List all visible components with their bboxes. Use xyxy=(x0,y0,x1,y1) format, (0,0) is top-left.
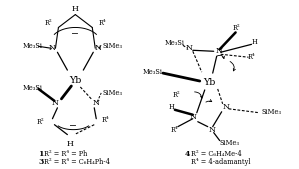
Text: SiMe₃: SiMe₃ xyxy=(220,139,240,147)
Text: H: H xyxy=(67,140,74,148)
Text: N: N xyxy=(95,44,102,52)
Text: H: H xyxy=(252,38,257,46)
Text: N: N xyxy=(208,126,215,134)
Text: 3: 3 xyxy=(39,158,44,166)
Text: −: − xyxy=(69,120,77,129)
Text: H: H xyxy=(72,5,79,13)
Text: R²: R² xyxy=(45,19,52,27)
Text: N: N xyxy=(185,44,192,52)
Text: −: − xyxy=(71,28,79,37)
Text: R²: R² xyxy=(37,118,44,126)
Text: H: H xyxy=(169,103,175,111)
Text: 4: 4 xyxy=(185,150,190,158)
Text: R²: R² xyxy=(233,25,240,32)
Text: N: N xyxy=(93,99,100,107)
Text: SiMe₃: SiMe₃ xyxy=(102,89,122,97)
Text: N: N xyxy=(215,47,222,55)
Text: Yb: Yb xyxy=(69,76,82,84)
Text: N: N xyxy=(223,103,230,111)
Text: R⁴: R⁴ xyxy=(98,19,106,27)
Text: Me₃Si: Me₃Si xyxy=(165,39,185,47)
Text: R²: R² xyxy=(173,91,181,99)
Text: Yb: Yb xyxy=(204,78,216,87)
Text: R⁴: R⁴ xyxy=(101,116,109,124)
Text: N: N xyxy=(189,113,196,121)
Text: Me₃Si: Me₃Si xyxy=(23,42,42,50)
Text: Me₃Si: Me₃Si xyxy=(23,84,42,92)
Text: R⁴: R⁴ xyxy=(248,53,255,61)
Text: N: N xyxy=(49,44,56,52)
Text: SiMe₃: SiMe₃ xyxy=(262,108,281,116)
Text: R² = C₆H₄Me-4: R² = C₆H₄Me-4 xyxy=(191,150,242,158)
Text: N: N xyxy=(52,99,59,107)
Text: R² = R⁴ = Ph: R² = R⁴ = Ph xyxy=(45,150,88,158)
Text: 1: 1 xyxy=(39,150,44,158)
Text: R⁴: R⁴ xyxy=(171,126,179,134)
Text: Me₃Si: Me₃Si xyxy=(143,68,163,76)
Text: SiMe₃: SiMe₃ xyxy=(102,42,122,50)
Text: R² = R⁴ = C₆H₄Ph-4: R² = R⁴ = C₆H₄Ph-4 xyxy=(45,158,111,166)
Text: R⁴ = 4-adamantyl: R⁴ = 4-adamantyl xyxy=(191,158,250,166)
